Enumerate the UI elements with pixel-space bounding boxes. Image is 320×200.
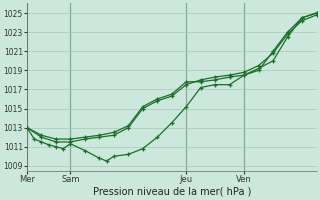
X-axis label: Pression niveau de la mer( hPa ): Pression niveau de la mer( hPa ) — [92, 187, 251, 197]
